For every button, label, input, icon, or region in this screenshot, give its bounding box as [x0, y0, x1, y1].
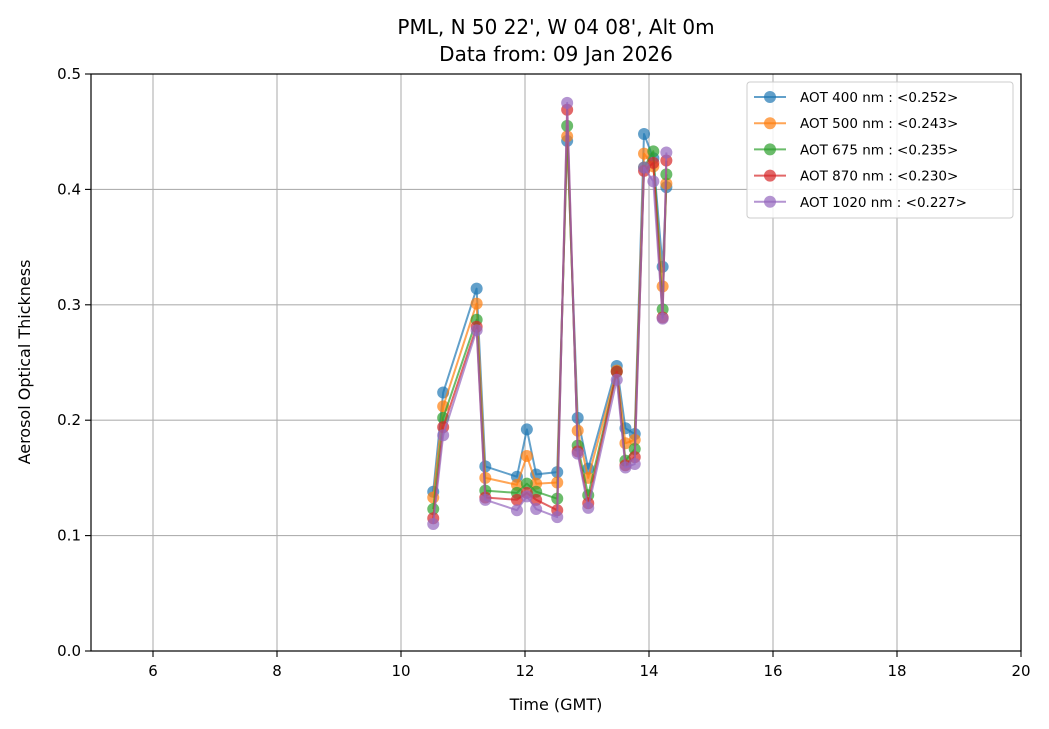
data-point [660, 146, 673, 159]
data-point [520, 477, 533, 490]
plot-frame [90, 73, 1022, 652]
x-tick-label: 10 [391, 662, 410, 680]
data-point [619, 461, 632, 474]
y-tick-label: 0.4 [57, 180, 81, 198]
data-point [656, 312, 669, 325]
data-point [510, 504, 523, 517]
x-axis-label: Time (GMT) [509, 695, 603, 714]
data-point [520, 490, 533, 503]
x-tick-label: 16 [763, 662, 782, 680]
data-point [571, 447, 584, 460]
y-axis-label: Aerosol Optical Thickness [15, 260, 34, 465]
data-point [647, 156, 660, 169]
x-tick-label: 14 [639, 662, 658, 680]
legend-label: AOT 500 nm : <0.243> [800, 116, 958, 132]
legend-label: AOT 675 nm : <0.235> [800, 142, 958, 158]
data-point [638, 147, 651, 160]
data-point [470, 324, 483, 337]
data-point [437, 429, 450, 442]
y-tick-label: 0.2 [57, 411, 81, 429]
legend-marker [764, 195, 776, 208]
data-point [510, 493, 523, 506]
legend-entry: AOT 870 nm : <0.230> [754, 169, 958, 185]
legend-label: AOT 1020 nm : <0.227> [800, 195, 967, 211]
data-point [561, 96, 574, 109]
legend-marker [764, 143, 776, 156]
x-tick-label: 20 [1011, 662, 1030, 680]
y-axis-ticks: 0.0 0.1 0.2 0.3 0.4 0.5 [57, 65, 91, 660]
legend: AOT 400 nm : <0.252> AOT 500 nm : <0.243>… [746, 81, 1014, 219]
data-point [582, 501, 595, 514]
x-tick-label: 6 [148, 662, 158, 680]
data-point [520, 423, 533, 436]
data-point [638, 128, 651, 141]
legend-entry: AOT 675 nm : <0.235> [754, 142, 958, 158]
data-point [427, 518, 440, 531]
legend-marker [764, 169, 776, 182]
legend-label: AOT 870 nm : <0.230> [800, 169, 958, 185]
data-point [470, 297, 483, 310]
data-point [530, 493, 543, 506]
y-tick-label: 0.0 [57, 642, 81, 660]
data-point [520, 449, 533, 462]
series-4 [427, 96, 673, 531]
data-point [530, 503, 543, 516]
y-tick-label: 0.5 [57, 65, 81, 83]
data-point [610, 373, 623, 386]
data-series [427, 96, 673, 531]
x-tick-label: 12 [515, 662, 534, 680]
data-point [470, 282, 483, 295]
y-tick-label: 0.3 [57, 296, 81, 314]
data-point [638, 161, 651, 174]
legend-marker [764, 117, 776, 130]
x-axis-ticks: 6 8 10 12 14 16 18 20 [148, 651, 1031, 680]
x-tick-label: 8 [272, 662, 282, 680]
legend-box [746, 81, 1014, 219]
legend-entry: AOT 500 nm : <0.243> [754, 116, 958, 132]
legend-marker [764, 91, 776, 103]
x-tick-label: 18 [887, 662, 906, 680]
legend-label: AOT 400 nm : <0.252> [800, 90, 958, 106]
legend-entry: AOT 400 nm : <0.252> [754, 90, 958, 106]
chart-subtitle: Data from: 09 Jan 2026 [439, 42, 673, 66]
data-point [551, 511, 564, 524]
chart-title: PML, N 50 22', W 04 08', Alt 0m [397, 15, 714, 39]
legend-entry: AOT 1020 nm : <0.227> [754, 195, 967, 211]
data-point [479, 493, 492, 506]
y-tick-label: 0.1 [57, 527, 81, 545]
data-point [647, 145, 660, 158]
data-point [628, 458, 641, 471]
data-point [647, 175, 660, 188]
